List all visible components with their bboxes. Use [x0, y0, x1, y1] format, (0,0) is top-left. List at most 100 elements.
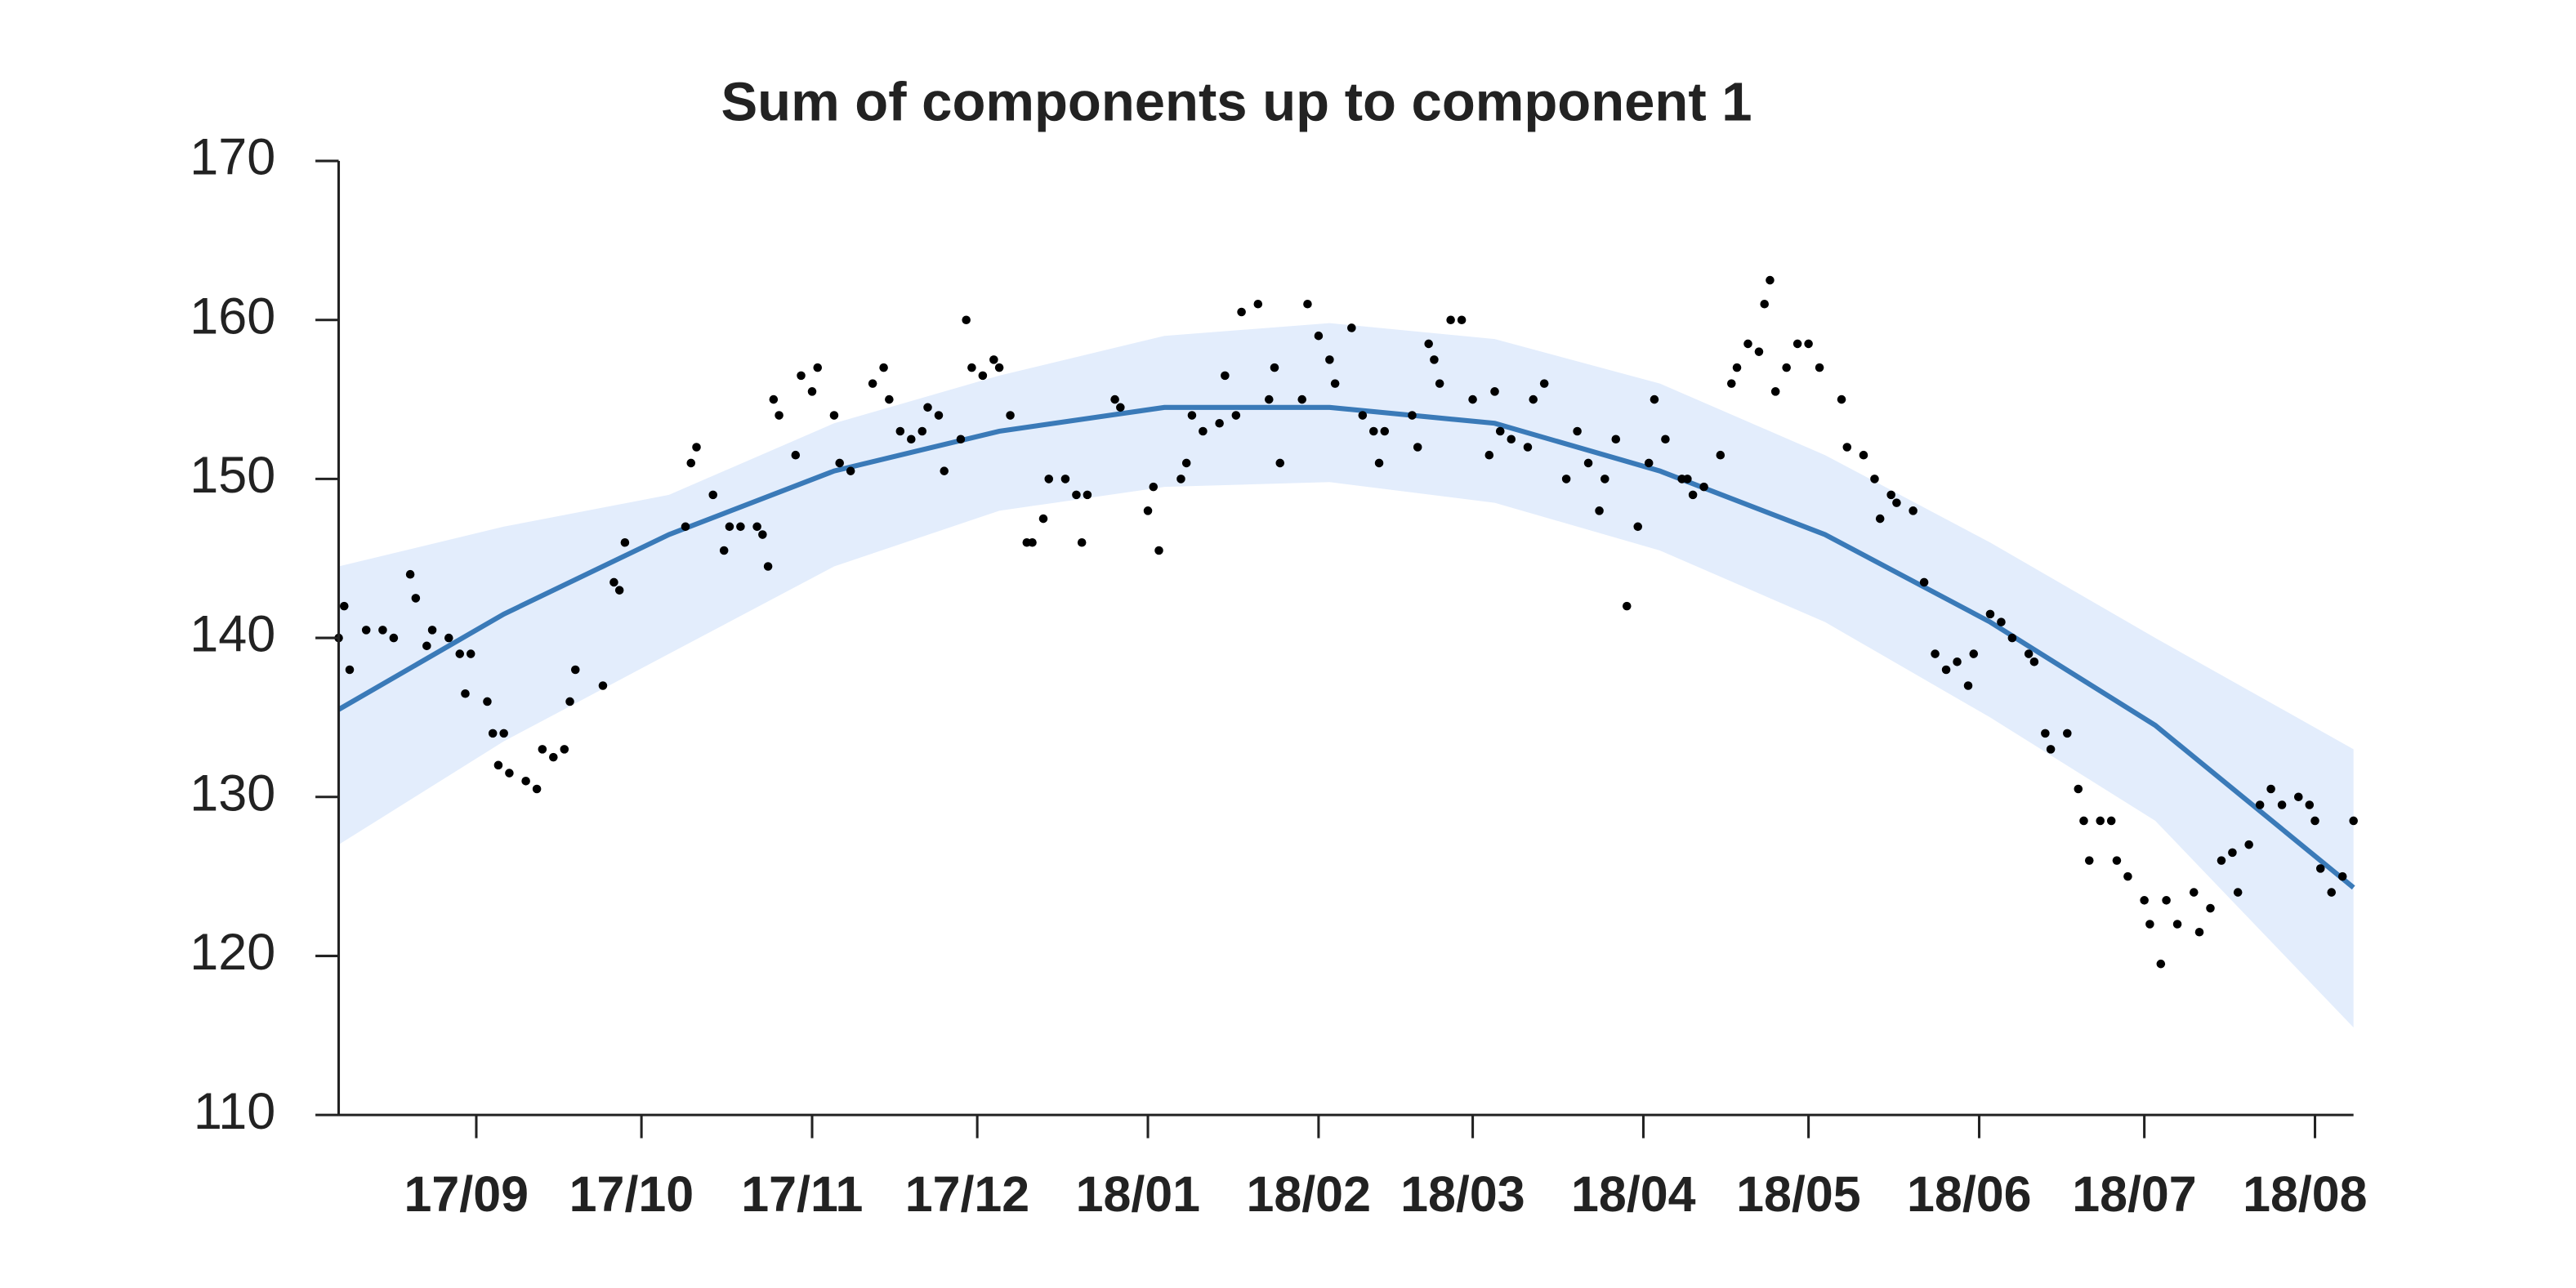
data-point [1221, 371, 1230, 381]
data-point [1314, 331, 1324, 341]
data-point [2079, 816, 2088, 826]
data-point [2349, 816, 2358, 826]
data-point [1325, 355, 1334, 364]
data-point [339, 601, 349, 611]
data-point [1539, 379, 1549, 388]
data-point [1766, 275, 1775, 285]
data-point [1330, 379, 1340, 388]
data-point [2046, 745, 2056, 754]
x-tick-label: 17/10 [569, 1166, 694, 1222]
data-point [1237, 307, 1246, 317]
data-point [1060, 475, 1070, 484]
data-point [1176, 475, 1185, 484]
data-point [2145, 920, 2154, 929]
data-point [1264, 394, 1274, 404]
data-point [1072, 490, 1081, 500]
data-point [1726, 379, 1736, 388]
data-point [422, 641, 431, 651]
data-point [389, 633, 399, 643]
data-point [1622, 601, 1632, 611]
data-point [2074, 784, 2083, 794]
data-point [1892, 498, 1901, 507]
data-point [962, 315, 971, 325]
data-point [2337, 871, 2347, 881]
data-point [2106, 816, 2116, 826]
data-point [846, 466, 855, 475]
x-tick-label: 17/09 [404, 1166, 529, 1222]
y-tick-label: 130 [190, 764, 275, 822]
data-point [411, 594, 421, 603]
data-point [1661, 435, 1670, 444]
data-point [1297, 394, 1306, 404]
data-point [1963, 681, 1973, 690]
data-point [466, 649, 475, 658]
data-point [1931, 649, 1940, 658]
data-point [560, 745, 569, 754]
data-point [488, 729, 498, 738]
data-point [1792, 339, 1802, 349]
data-point [1941, 665, 1951, 675]
data-point [692, 443, 701, 452]
data-point [427, 626, 437, 635]
data-point [752, 522, 761, 532]
data-point [1413, 443, 1422, 452]
data-point [2305, 800, 2315, 809]
data-point [1815, 363, 1824, 372]
data-point [1215, 418, 1224, 428]
data-point [917, 426, 927, 436]
data-point [967, 363, 976, 372]
data-point [1644, 458, 1654, 468]
data-point [1083, 490, 1092, 500]
data-point [1275, 458, 1285, 468]
data-point [2063, 729, 2072, 738]
data-point [1490, 387, 1499, 396]
data-point [907, 435, 916, 444]
data-point [2194, 927, 2204, 937]
data-point [614, 586, 624, 595]
data-point [493, 760, 503, 770]
data-point [1837, 394, 1846, 404]
data-point [1699, 482, 1708, 492]
data-point [1110, 394, 1119, 404]
data-point [807, 387, 817, 396]
data-point [940, 466, 949, 475]
data-point [1804, 339, 1813, 349]
data-point [444, 633, 453, 643]
data-point [1985, 609, 1995, 619]
data-point [609, 577, 618, 587]
data-point [1187, 411, 1197, 420]
data-point [736, 522, 745, 532]
data-point [1347, 323, 1356, 332]
x-tick-label: 18/04 [1571, 1166, 1696, 1222]
data-point [1842, 443, 1852, 452]
data-point [1006, 411, 1015, 420]
x-tick-label: 18/03 [1400, 1166, 1525, 1222]
data-point [2244, 840, 2253, 849]
data-point [1457, 315, 1467, 325]
data-point [1743, 339, 1752, 349]
data-point [934, 411, 944, 420]
data-point [1495, 426, 1505, 436]
data-point [2277, 800, 2287, 809]
data-point [1770, 387, 1780, 396]
data-point [2294, 792, 2303, 802]
fit-line [337, 404, 2355, 890]
data-point [2315, 864, 2325, 873]
data-point [708, 490, 717, 500]
x-tick-label: 18/02 [1246, 1166, 1371, 1222]
x-tick-label: 18/08 [2243, 1166, 2368, 1222]
data-point [994, 363, 1004, 372]
data-point [1374, 458, 1384, 468]
x-tick-label: 17/11 [741, 1166, 863, 1222]
data-point [868, 379, 877, 388]
data-point [483, 697, 492, 706]
data-point [1149, 482, 1159, 492]
data-point [989, 355, 998, 364]
data-point [461, 689, 470, 698]
data-point [2310, 816, 2319, 826]
data-point [570, 665, 580, 675]
data-point [1688, 490, 1698, 500]
data-point [1468, 394, 1477, 404]
data-point [2327, 888, 2337, 897]
data-point [2228, 848, 2237, 858]
